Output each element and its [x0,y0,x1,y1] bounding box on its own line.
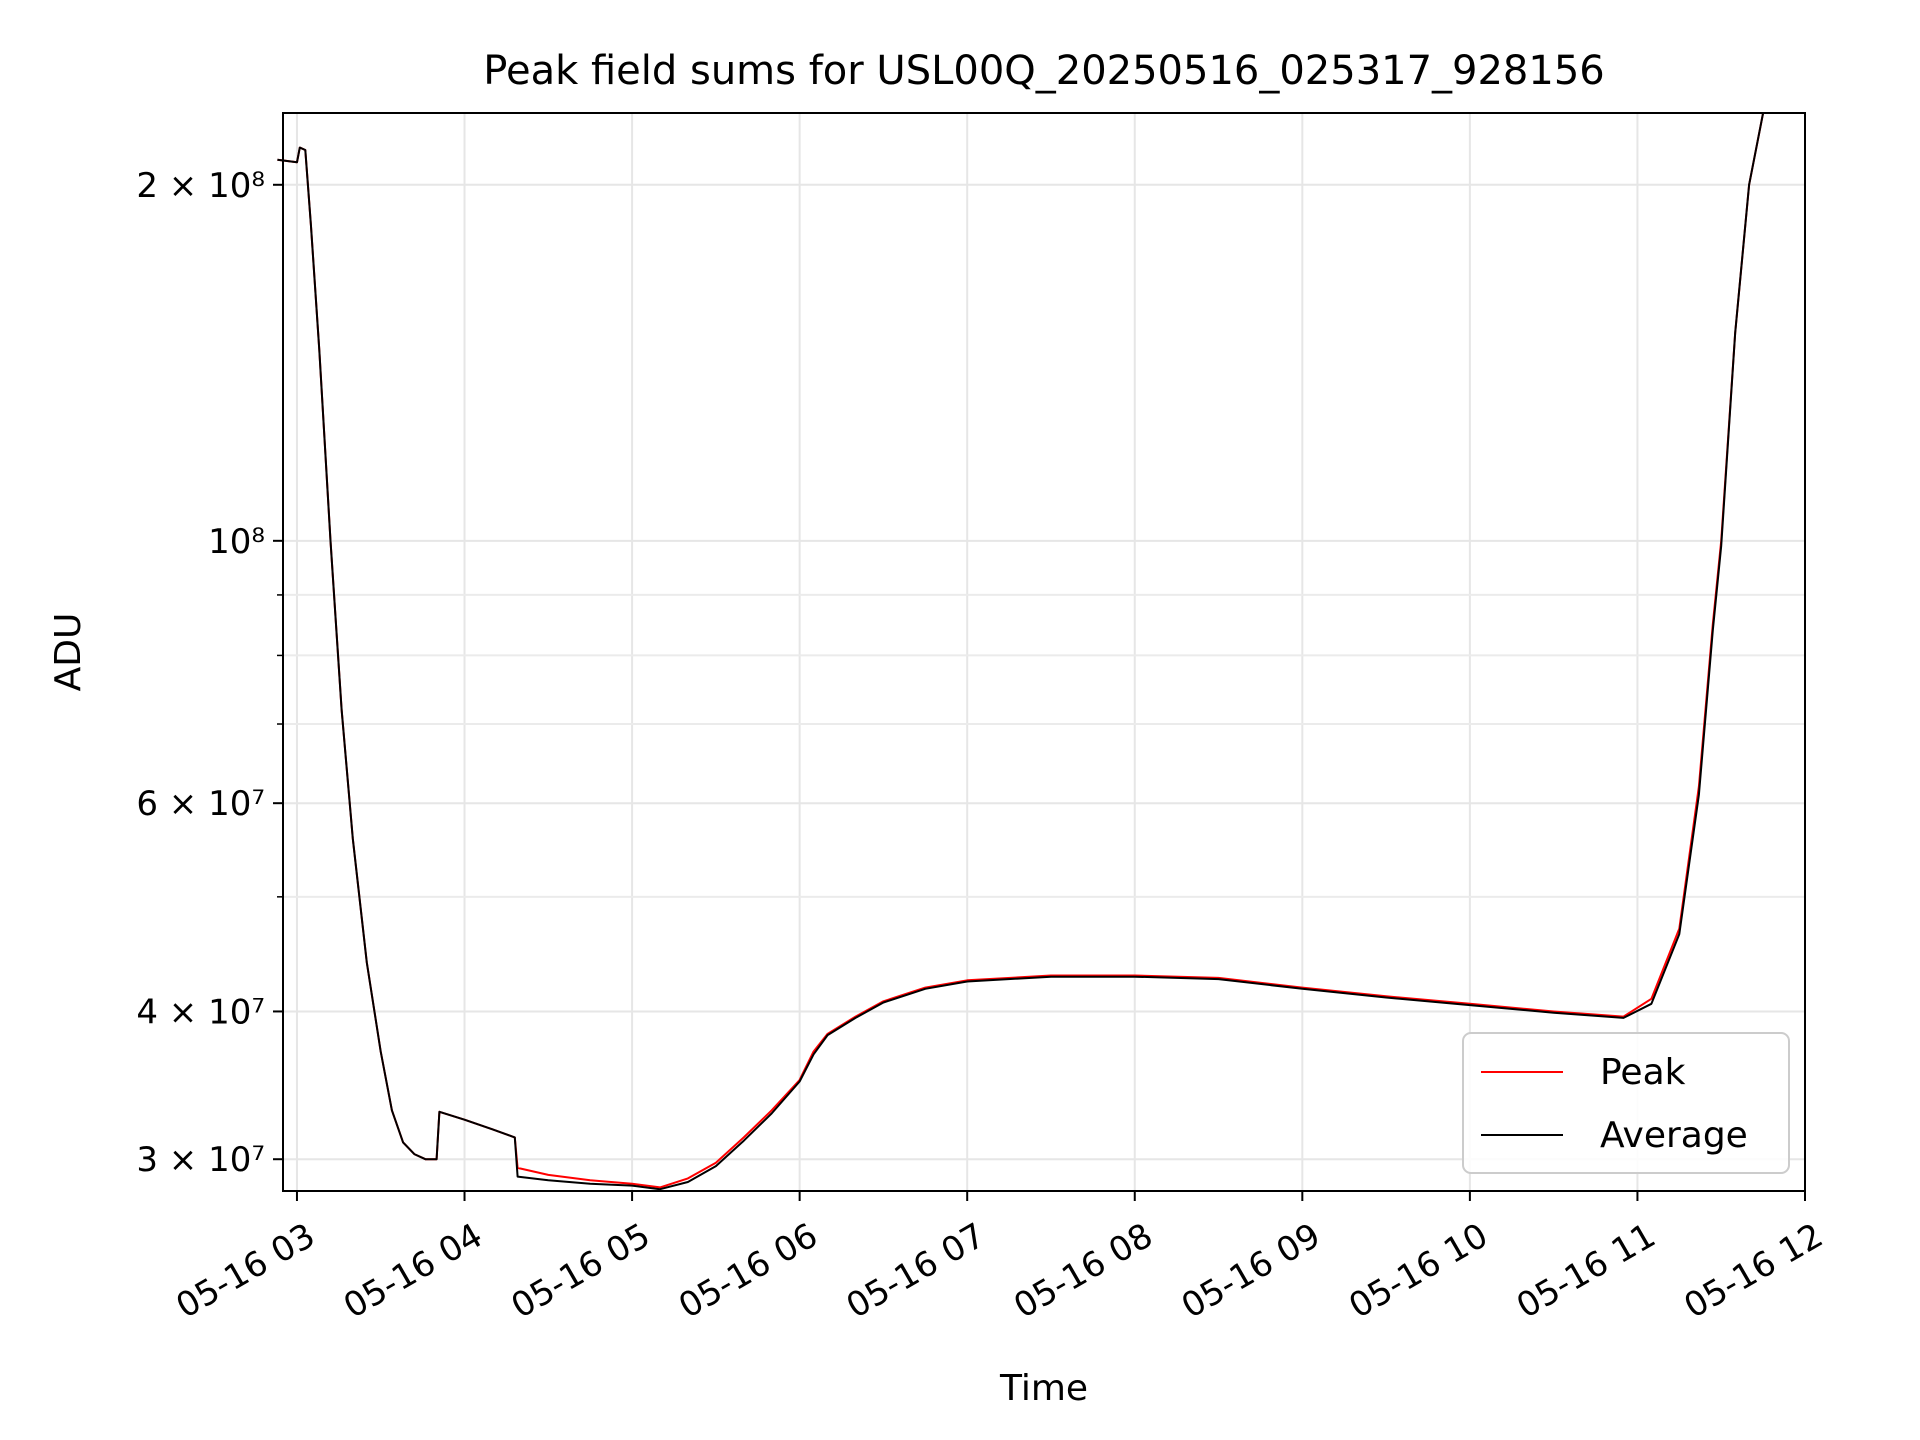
x-axis-label: Time [999,1368,1088,1409]
series-line-average [277,112,1765,1191]
y-tick-label: 2 × 10⁸ [136,166,265,206]
y-tick-label: 6 × 10⁷ [136,784,265,824]
legend-label: Average [1600,1115,1748,1156]
y-tick-label: 10⁸ [208,522,265,562]
legend: Peak Average [1462,1032,1790,1174]
series-layer [277,112,1765,1191]
y-axis-label: ADU [48,613,89,692]
y-tick-label: 4 × 10⁷ [136,992,265,1032]
legend-box [1462,1032,1790,1174]
y-tick-label: 3 × 10⁷ [136,1140,265,1180]
chart-title: Peak field sums for USL00Q_20250516_0253… [483,48,1604,94]
plot-frame [282,112,1806,1192]
y-axis: 3 × 10⁷ 4 × 10⁷ 6 × 10⁷ 10⁸ 2 × 10⁸ [136,166,283,1180]
legend-label: Peak [1600,1052,1686,1093]
